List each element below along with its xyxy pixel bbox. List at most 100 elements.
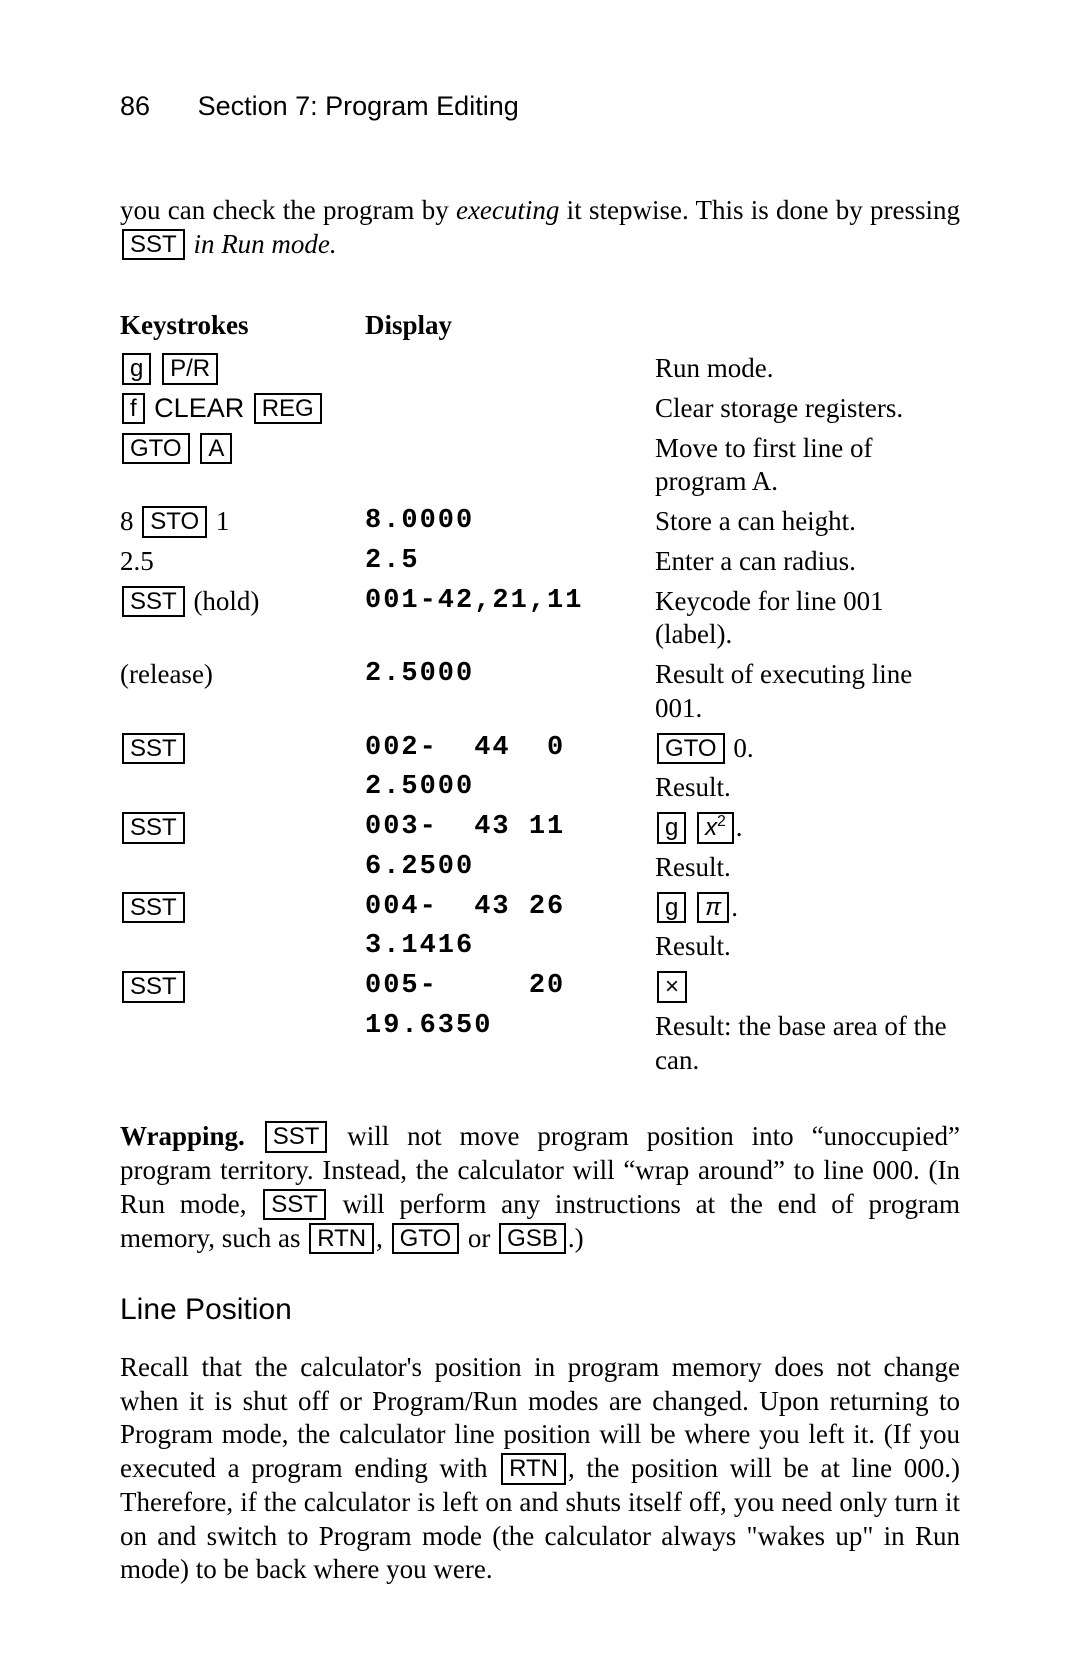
key-sst: SST — [265, 1121, 328, 1153]
description-cell: GTO 0. — [655, 729, 960, 769]
key-sst: SST — [263, 1189, 326, 1221]
table-row: 3.1416Result. — [120, 927, 960, 967]
display-cell: 001-42,21,11 — [365, 582, 655, 656]
display-cell: 2.5 — [365, 542, 655, 582]
description-cell: Result of executing line 001. — [655, 655, 960, 729]
col-header-keystrokes: Keystrokes — [120, 306, 365, 349]
keystrokes-cell: SST — [120, 729, 365, 769]
wrapping-or: or — [461, 1223, 497, 1253]
table-row: f CLEAR REGClear storage registers. — [120, 389, 960, 429]
key-sst-icon: SST — [122, 892, 185, 924]
display-cell: 6.2500 — [365, 848, 655, 888]
key-sst-icon: SST — [122, 733, 185, 765]
display-cell: 2.5000 — [365, 655, 655, 729]
key-sst-icon: SST — [122, 812, 185, 844]
description-cell: Keycode for line 001 (label). — [655, 582, 960, 656]
keystrokes-cell: GTO A — [120, 429, 365, 503]
wrapping-label: Wrapping. — [120, 1121, 245, 1151]
table-row: g P/R Run mode. — [120, 349, 960, 389]
key-sst: SST — [122, 229, 185, 261]
key-g-icon: g — [657, 812, 686, 844]
wrapping-comma: , — [376, 1223, 390, 1253]
line-position-paragraph: Recall that the calculator's position in… — [120, 1351, 960, 1587]
table-row: 6.2500Result. — [120, 848, 960, 888]
key-rtn: RTN — [501, 1453, 566, 1485]
key-sto-icon: STO — [142, 506, 207, 538]
key-sst-icon: SST — [122, 971, 185, 1003]
key-gto-icon: GTO — [657, 733, 725, 765]
col-header-display: Display — [365, 306, 655, 349]
table-row: SST 003- 43 11g x2. — [120, 808, 960, 848]
display-cell — [365, 389, 655, 429]
section-title: Section 7: Program Editing — [198, 91, 519, 121]
keystrokes-cell: 8 STO 1 — [120, 502, 365, 542]
keystrokes-cell: SST — [120, 888, 365, 928]
display-cell: 2.5000 — [365, 768, 655, 808]
description-cell: × — [655, 967, 960, 1007]
description-cell: Result. — [655, 927, 960, 967]
table-row: 2.5000Result. — [120, 768, 960, 808]
description-cell: Run mode. — [655, 349, 960, 389]
table-row: SST004- 43 26g π. — [120, 888, 960, 928]
table-body: g P/R Run mode.f CLEAR REGClear storage r… — [120, 349, 960, 1080]
display-cell: 8.0000 — [365, 502, 655, 542]
intro-text-a: you can check the program by — [120, 195, 456, 225]
description-cell: Store a can height. — [655, 502, 960, 542]
table-row: SST 005- 20× — [120, 967, 960, 1007]
key-x2-icon: x2 — [697, 812, 734, 844]
display-cell — [365, 349, 655, 389]
keystrokes-cell — [120, 768, 365, 808]
table-row: 19.6350Result: the base area of the can. — [120, 1007, 960, 1081]
intro-text-b: it stepwise. This is done by pressing — [559, 195, 960, 225]
keystrokes-cell: SST — [120, 967, 365, 1007]
table-row: GTO A Move to first line of program A. — [120, 429, 960, 503]
key-a-icon: A — [200, 433, 232, 465]
page: 86 Section 7: Program Editing you can ch… — [0, 0, 1080, 1675]
display-cell: 005- 20 — [365, 967, 655, 1007]
display-cell — [365, 429, 655, 503]
key-gsb: GSB — [499, 1223, 566, 1255]
display-cell: 003- 43 11 — [365, 808, 655, 848]
key-rtn: RTN — [309, 1223, 374, 1255]
description-cell: Result. — [655, 848, 960, 888]
description-cell: Enter a can radius. — [655, 542, 960, 582]
keystrokes-cell: SST (hold) — [120, 582, 365, 656]
line-position-heading: Line Position — [120, 1291, 960, 1329]
key-sst-icon: SST — [122, 586, 185, 618]
keystrokes-cell: (release) — [120, 655, 365, 729]
key-pr-icon: P/R — [162, 353, 218, 385]
keystrokes-cell: SST — [120, 808, 365, 848]
description-cell: Result: the base area of the can. — [655, 1007, 960, 1081]
display-cell: 3.1416 — [365, 927, 655, 967]
table-row: (release)2.5000Result of executing line … — [120, 655, 960, 729]
key-reg-icon: REG — [254, 393, 322, 425]
display-cell: 004- 43 26 — [365, 888, 655, 928]
key-pi-icon: π — [697, 892, 729, 924]
intro-italic-word: executing — [456, 195, 559, 225]
keystroke-table: Keystrokes Display g P/RRun mode.f CLEAR… — [120, 306, 960, 1080]
key-g-icon: g — [657, 892, 686, 924]
key-gto-icon: GTO — [122, 433, 190, 465]
description-cell: Move to first line of program A. — [655, 429, 960, 503]
table-row: SST (hold)001-42,21,11Keycode for line 0… — [120, 582, 960, 656]
description-cell: Result. — [655, 768, 960, 808]
table-row: SST 002- 44 0GTO 0. — [120, 729, 960, 769]
key-f-icon: f — [122, 393, 145, 425]
wrapping-end: .) — [568, 1223, 584, 1253]
description-cell: g x2. — [655, 808, 960, 848]
display-cell: 19.6350 — [365, 1007, 655, 1081]
intro-paragraph: you can check the program by executing i… — [120, 194, 960, 262]
page-header: 86 Section 7: Program Editing — [120, 90, 960, 124]
key-gto: GTO — [392, 1223, 460, 1255]
table-header-row: Keystrokes Display — [120, 306, 960, 349]
keystrokes-cell — [120, 848, 365, 888]
keystrokes-cell: g P/R — [120, 349, 365, 389]
keystrokes-cell — [120, 1007, 365, 1081]
keystrokes-cell: f CLEAR REG — [120, 389, 365, 429]
table-row: 2.52.5Enter a can radius. — [120, 542, 960, 582]
key-g-icon: g — [122, 353, 151, 385]
keystrokes-cell — [120, 927, 365, 967]
page-number: 86 — [120, 90, 150, 124]
table-row: 8 STO 18.0000Store a can height. — [120, 502, 960, 542]
display-cell: 002- 44 0 — [365, 729, 655, 769]
